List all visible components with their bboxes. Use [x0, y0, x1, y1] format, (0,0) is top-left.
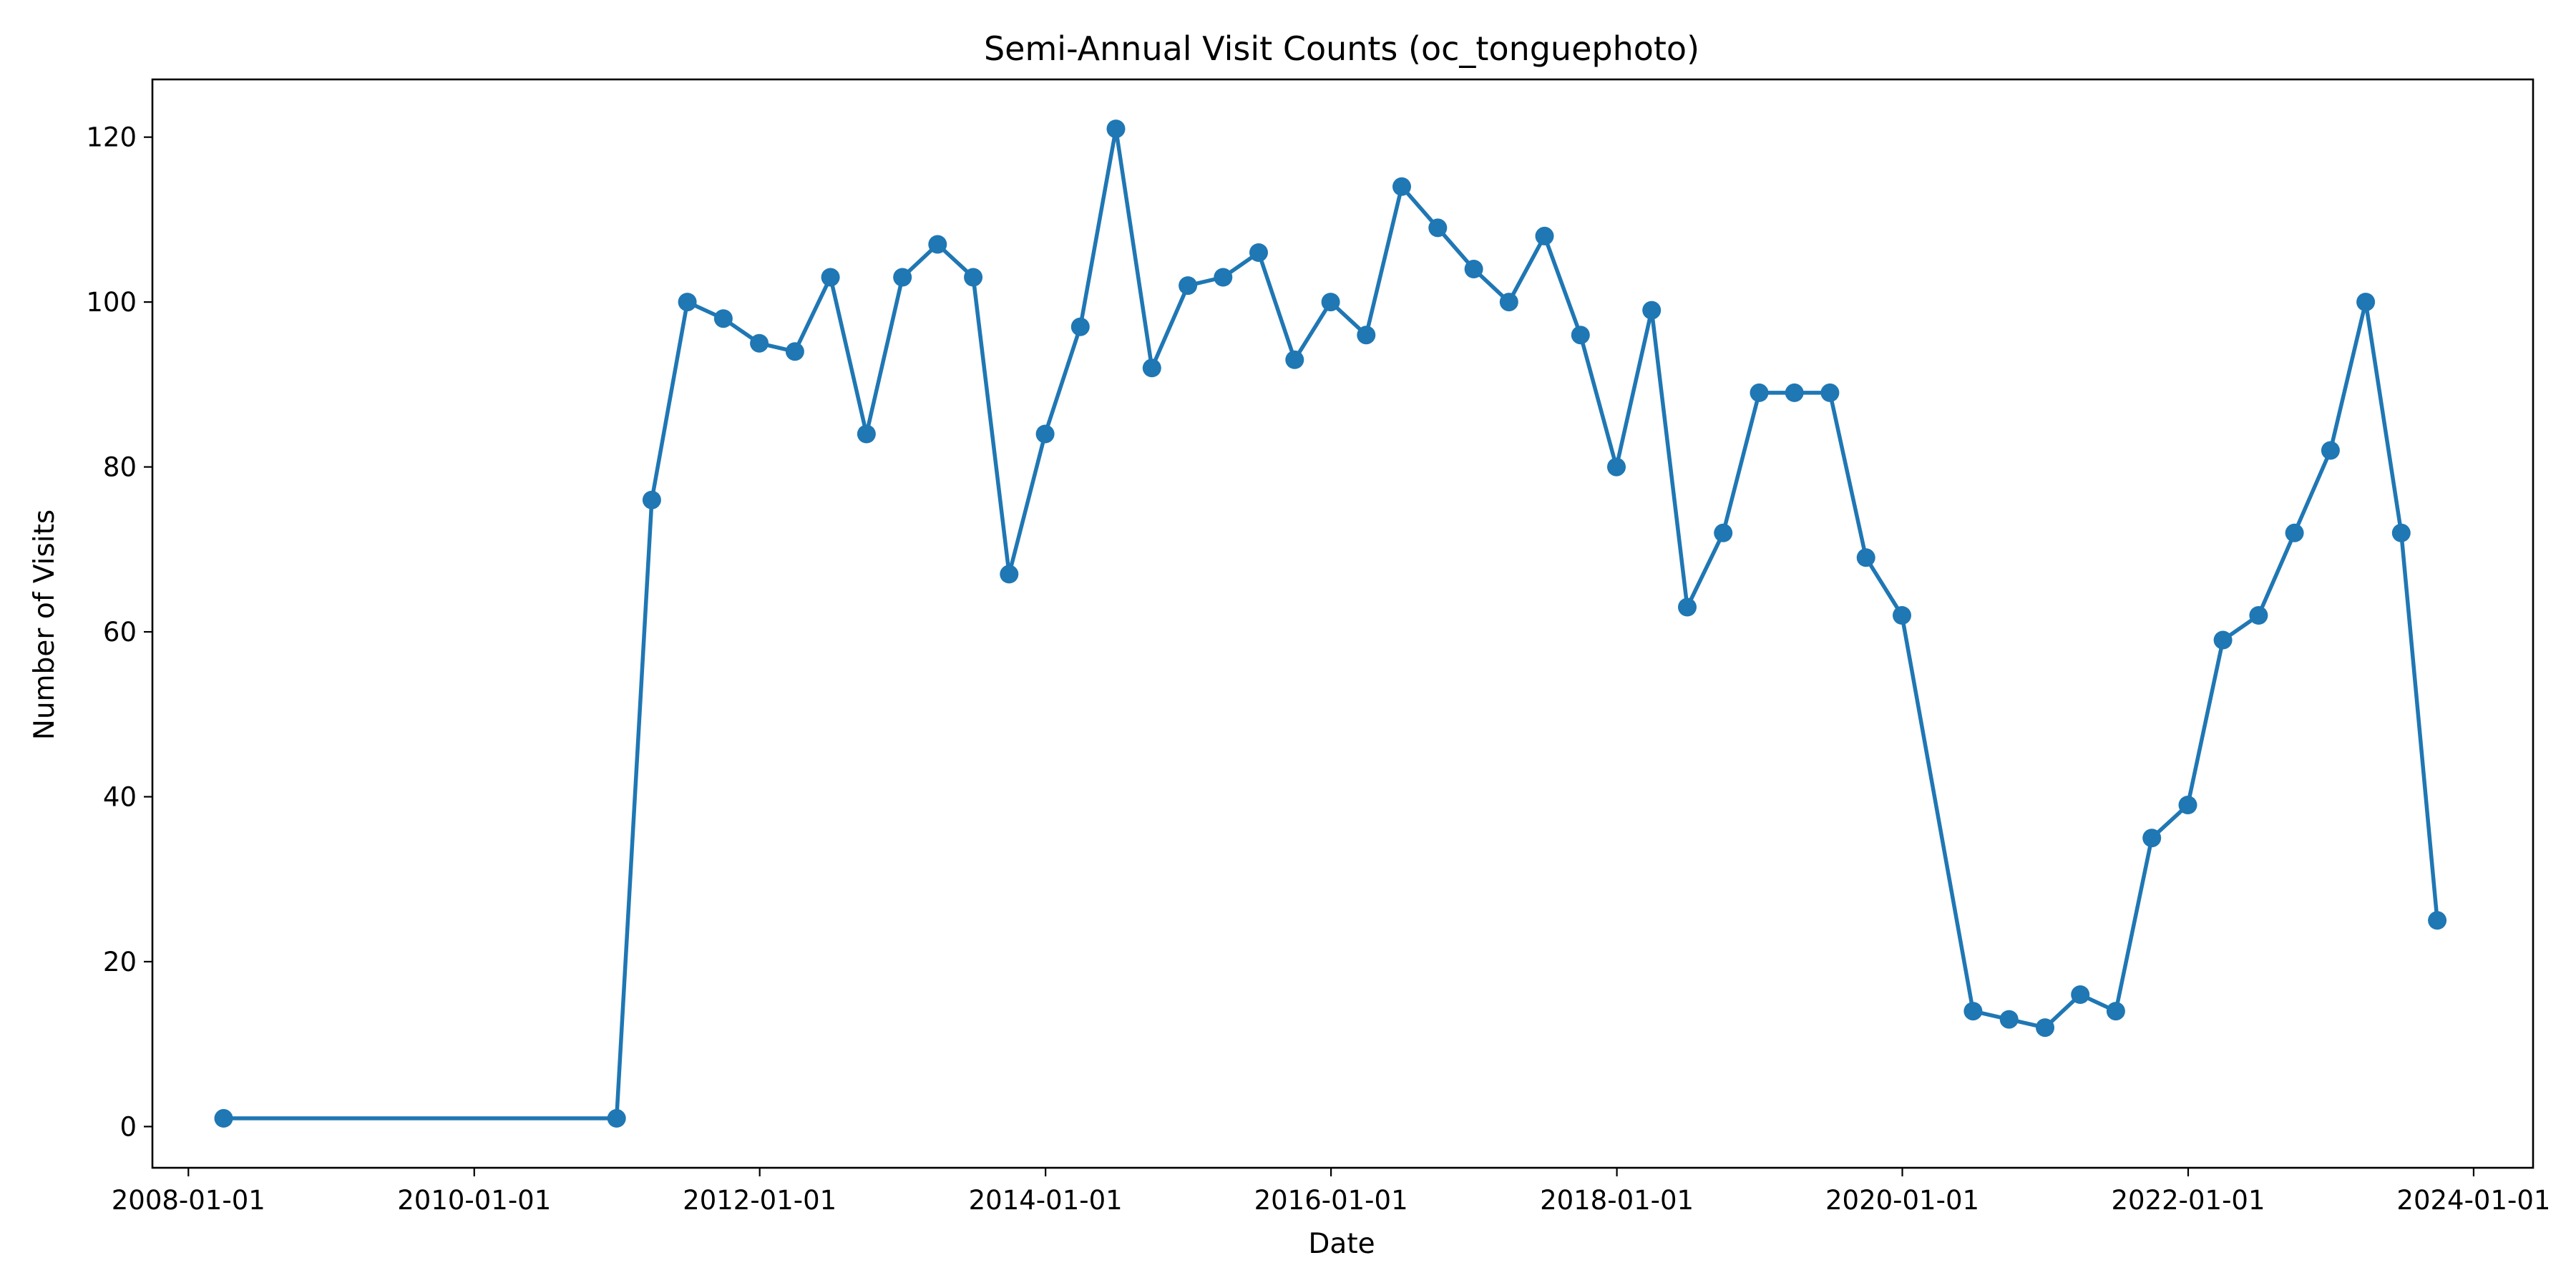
- data-point: [2285, 523, 2304, 542]
- data-point: [821, 268, 840, 287]
- x-tick-label: 2010-01-01: [397, 1185, 551, 1216]
- data-point: [1785, 383, 1804, 402]
- data-point: [2071, 985, 2090, 1004]
- data-point: [1571, 326, 1590, 345]
- data-point: [1392, 177, 1411, 196]
- data-point: [1750, 383, 1769, 402]
- data-point: [2178, 796, 2197, 814]
- x-tick-label: 2016-01-01: [1254, 1185, 1408, 1216]
- data-point: [1642, 301, 1662, 320]
- data-point: [964, 268, 983, 287]
- data-point: [1214, 268, 1233, 287]
- chart-title: Semi-Annual Visit Counts (oc_tonguephoto…: [984, 29, 1699, 68]
- data-point: [1106, 119, 1126, 139]
- data-point: [678, 293, 697, 312]
- data-point: [893, 268, 912, 287]
- y-tick-label: 80: [103, 452, 137, 483]
- x-axis-title: Date: [1308, 1228, 1375, 1260]
- data-point: [1035, 424, 1055, 444]
- x-tick-label: 2024-01-01: [2396, 1185, 2550, 1216]
- data-point: [928, 235, 947, 254]
- data-point: [1249, 243, 1268, 262]
- data-point: [2142, 829, 2162, 848]
- data-point: [1070, 317, 1090, 336]
- data-point: [2321, 441, 2340, 460]
- plot-frame: [151, 78, 2534, 1169]
- x-tick-label: 2012-01-01: [683, 1185, 836, 1216]
- data-point: [1893, 606, 1911, 625]
- data-point: [1321, 293, 1340, 312]
- data-point: [642, 490, 661, 509]
- x-tick-label: 2018-01-01: [1540, 1185, 1694, 1216]
- y-tick-label: 100: [86, 287, 137, 318]
- data-point: [713, 309, 733, 328]
- y-tick-label: 60: [103, 617, 137, 648]
- data-point: [1464, 260, 1483, 278]
- x-tick-label: 2022-01-01: [2111, 1185, 2265, 1216]
- data-point: [2249, 606, 2268, 625]
- x-axis: 2008-01-01 2010-01-01 2012-01-01 2014-01-01…: [112, 1168, 2550, 1216]
- data-point: [2106, 1002, 2125, 1021]
- data-point: [2213, 630, 2233, 650]
- data-point: [785, 342, 804, 361]
- data-point: [1428, 218, 1448, 238]
- data-point: [1820, 383, 1840, 402]
- data-point: [1535, 226, 1554, 245]
- y-axis-title: Number of Visits: [29, 509, 61, 740]
- data-point: [2391, 523, 2411, 542]
- plot-area: 0 20 40 60 80 100 120 2008-01-01 2010-01-01 2012…: [86, 78, 2550, 1216]
- y-tick-label: 120: [86, 122, 137, 153]
- data-point: [2036, 1018, 2054, 1038]
- data-point: [857, 424, 876, 444]
- data-point: [214, 1108, 233, 1128]
- data-point: [1285, 350, 1304, 369]
- y-tick-label: 0: [119, 1111, 137, 1142]
- data-point: [1607, 457, 1626, 477]
- data-point: [1714, 523, 1733, 542]
- series-line: [223, 127, 2439, 1121]
- y-axis: 0 20 40 60 80 100 120: [86, 122, 152, 1142]
- data-point: [1357, 326, 1376, 345]
- data-point: [2356, 293, 2376, 312]
- data-point: [2428, 911, 2447, 930]
- y-tick-label: 20: [103, 947, 137, 977]
- y-tick-label: 40: [103, 781, 137, 812]
- data-point: [1856, 548, 1875, 567]
- x-tick-label: 2008-01-01: [112, 1185, 265, 1216]
- series-markers: [214, 119, 2447, 1128]
- data-point: [1000, 565, 1019, 584]
- data-point: [1499, 293, 1518, 312]
- data-point: [607, 1108, 626, 1128]
- x-tick-label: 2014-01-01: [969, 1185, 1123, 1216]
- data-point: [1179, 276, 1198, 296]
- data-point: [1999, 1010, 2019, 1029]
- data-point: [750, 333, 769, 353]
- data-point: [1963, 1002, 1983, 1021]
- data-point: [1142, 358, 1161, 378]
- data-point: [1678, 597, 1697, 617]
- x-tick-label: 2020-01-01: [1825, 1185, 1979, 1216]
